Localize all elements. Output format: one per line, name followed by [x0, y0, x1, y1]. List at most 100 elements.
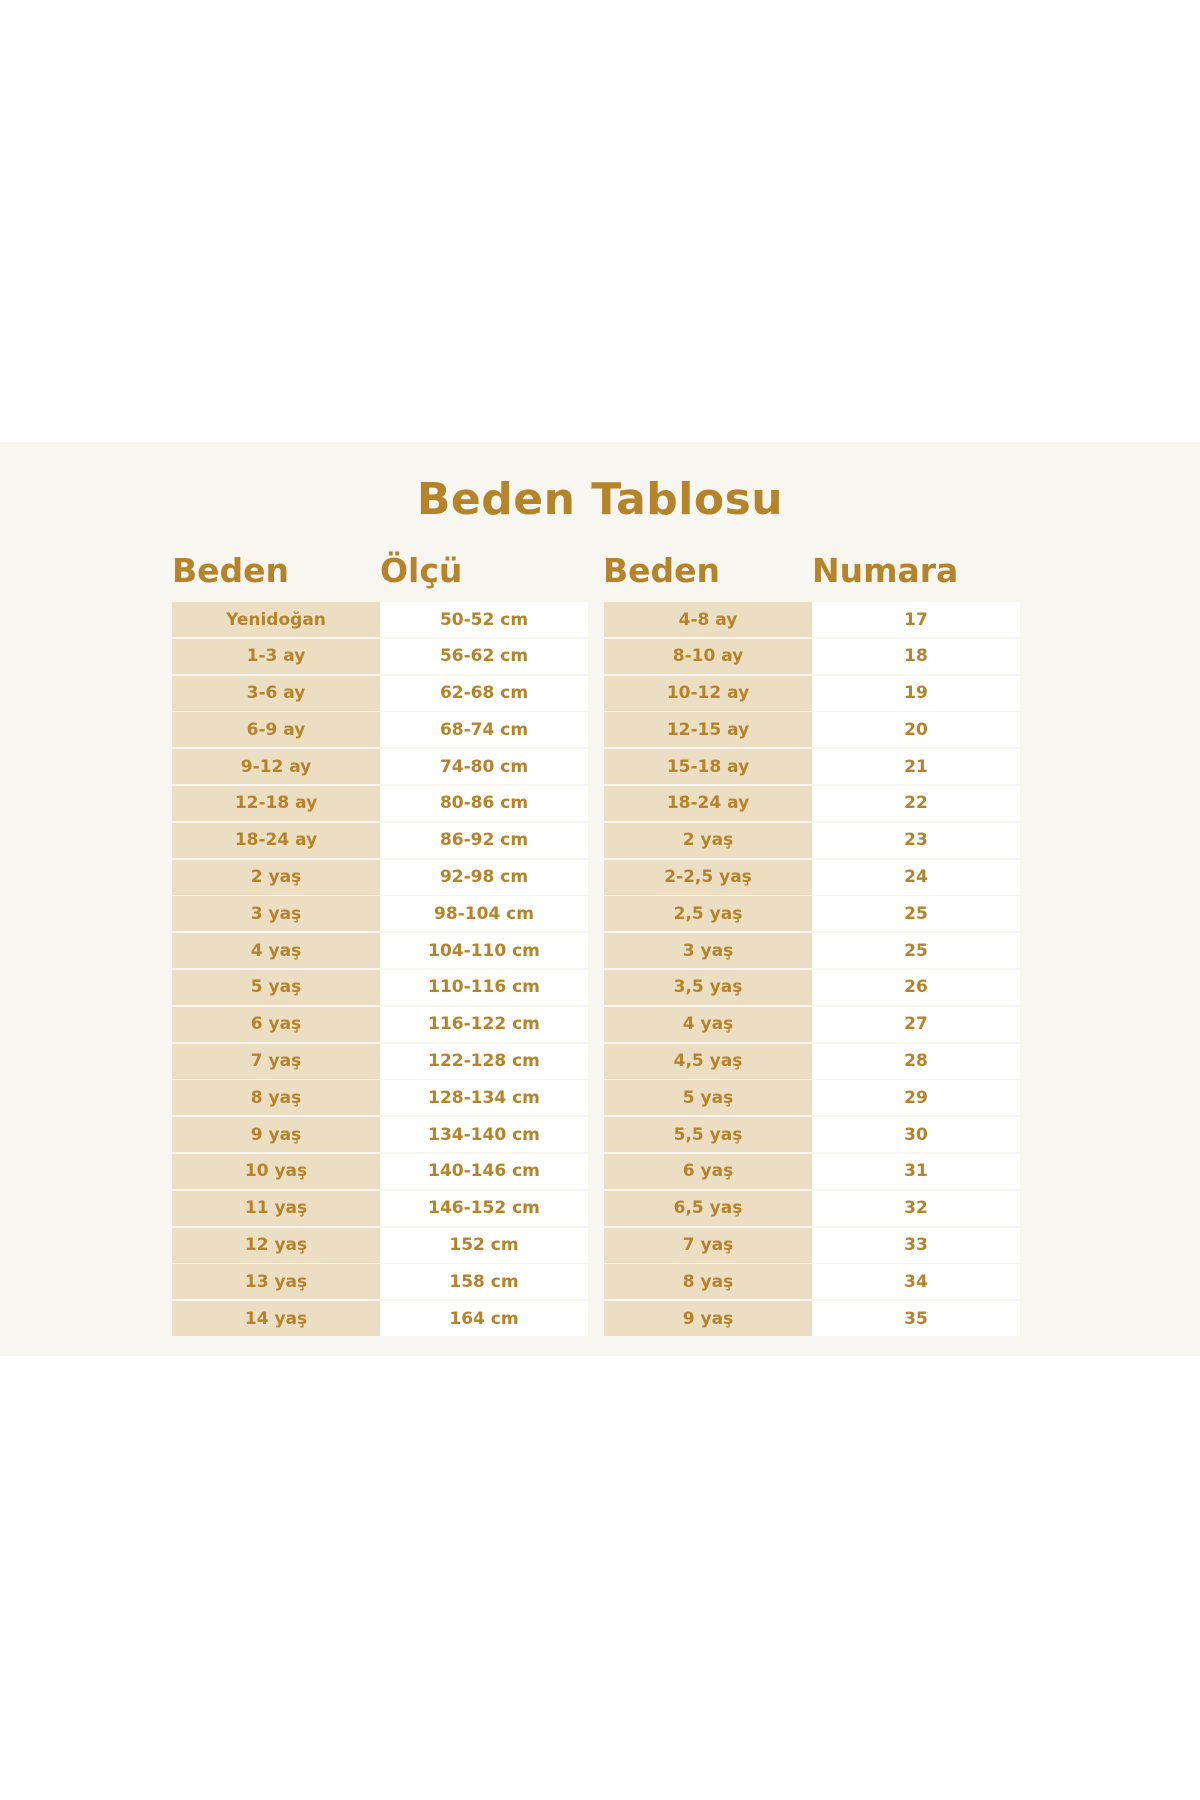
table-row: 8 yaş 128-134 cm: [172, 1080, 588, 1116]
value-cell: 62-68 cm: [380, 675, 588, 711]
value-cell: 34: [812, 1264, 1020, 1300]
value-cell: 86-92 cm: [380, 822, 588, 858]
table-row: 2,5 yaş 25: [604, 896, 1020, 932]
right-header-size: Beden: [603, 551, 721, 590]
value-cell: 50-52 cm: [380, 602, 588, 637]
size-cell: 8-10 ay: [604, 638, 812, 674]
table-row: 9 yaş 35: [604, 1301, 1020, 1337]
size-cell: 12-18 ay: [172, 785, 380, 821]
table-row: 3-6 ay 62-68 cm: [172, 675, 588, 711]
size-cell: 2 yaş: [604, 822, 812, 858]
value-cell: 158 cm: [380, 1264, 588, 1300]
table-row: 7 yaş 122-128 cm: [172, 1043, 588, 1079]
size-cell: 9-12 ay: [172, 749, 380, 785]
table-row: 6 yaş 116-122 cm: [172, 1006, 588, 1042]
value-cell: 25: [812, 933, 1020, 969]
value-cell: 128-134 cm: [380, 1080, 588, 1116]
table-row: 4-8 ay 17: [604, 602, 1020, 637]
value-cell: 25: [812, 896, 1020, 932]
size-cell: Yenidoğan: [172, 602, 380, 637]
table-row: 2-2,5 yaş 24: [604, 859, 1020, 895]
size-cell: 2,5 yaş: [604, 896, 812, 932]
size-cell: 3-6 ay: [172, 675, 380, 711]
table-row: 8-10 ay 18: [604, 638, 1020, 674]
value-cell: 29: [812, 1080, 1020, 1116]
size-cell: 13 yaş: [172, 1264, 380, 1300]
table-row: 5 yaş 29: [604, 1080, 1020, 1116]
size-cell: 3 yaş: [172, 896, 380, 932]
size-cell: 18-24 ay: [172, 822, 380, 858]
table-row: 5,5 yaş 30: [604, 1117, 1020, 1153]
table-row: 18-24 ay 22: [604, 785, 1020, 821]
table-row: 8 yaş 34: [604, 1264, 1020, 1300]
size-cell: 4 yaş: [604, 1006, 812, 1042]
size-cell: 9 yaş: [604, 1301, 812, 1337]
size-cell: 9 yaş: [172, 1117, 380, 1153]
value-cell: 146-152 cm: [380, 1190, 588, 1226]
table-row: 12 yaş 152 cm: [172, 1227, 588, 1263]
table-row: 3 yaş 98-104 cm: [172, 896, 588, 932]
clothing-size-table: Yenidoğan 50-52 cm 1-3 ay 56-62 cm 3-6 ay 62-…: [172, 602, 588, 1338]
value-cell: 30: [812, 1117, 1020, 1153]
table-row: 2 yaş 92-98 cm: [172, 859, 588, 895]
value-cell: 164 cm: [380, 1301, 588, 1337]
table-row: 3 yaş 25: [604, 933, 1020, 969]
value-cell: 32: [812, 1190, 1020, 1226]
size-cell: 4 yaş: [172, 933, 380, 969]
table-row: 15-18 ay 21: [604, 749, 1020, 785]
table-row: 5 yaş 110-116 cm: [172, 969, 588, 1005]
value-cell: 68-74 cm: [380, 712, 588, 748]
value-cell: 19: [812, 675, 1020, 711]
table-row: 4,5 yaş 28: [604, 1043, 1020, 1079]
table-row: 1-3 ay 56-62 cm: [172, 638, 588, 674]
value-cell: 21: [812, 749, 1020, 785]
size-cell: 12 yaş: [172, 1227, 380, 1263]
size-cell: 12-15 ay: [604, 712, 812, 748]
value-cell: 116-122 cm: [380, 1006, 588, 1042]
value-cell: 26: [812, 969, 1020, 1005]
table-row: 14 yaş 164 cm: [172, 1301, 588, 1337]
size-cell: 14 yaş: [172, 1301, 380, 1337]
size-cell: 10 yaş: [172, 1153, 380, 1189]
value-cell: 104-110 cm: [380, 933, 588, 969]
size-cell: 5 yaş: [604, 1080, 812, 1116]
right-header-shoe-number: Numara: [812, 551, 959, 590]
value-cell: 31: [812, 1153, 1020, 1189]
size-cell: 3 yaş: [604, 933, 812, 969]
table-row: 2 yaş 23: [604, 822, 1020, 858]
table-row: 6-9 ay 68-74 cm: [172, 712, 588, 748]
table-row: 11 yaş 146-152 cm: [172, 1190, 588, 1226]
value-cell: 28: [812, 1043, 1020, 1079]
value-cell: 17: [812, 602, 1020, 637]
value-cell: 20: [812, 712, 1020, 748]
value-cell: 140-146 cm: [380, 1153, 588, 1189]
size-cell: 1-3 ay: [172, 638, 380, 674]
value-cell: 74-80 cm: [380, 749, 588, 785]
value-cell: 56-62 cm: [380, 638, 588, 674]
left-header-measure: Ölçü: [380, 551, 463, 590]
value-cell: 80-86 cm: [380, 785, 588, 821]
value-cell: 22: [812, 785, 1020, 821]
table-row: 3,5 yaş 26: [604, 969, 1020, 1005]
size-cell: 3,5 yaş: [604, 969, 812, 1005]
table-row: 13 yaş 158 cm: [172, 1264, 588, 1300]
size-cell: 11 yaş: [172, 1190, 380, 1226]
shoe-size-table: 4-8 ay 17 8-10 ay 18 10-12 ay 19 12-15 ay 20 15-…: [604, 602, 1020, 1338]
size-cell: 7 yaş: [172, 1043, 380, 1079]
size-cell: 5,5 yaş: [604, 1117, 812, 1153]
size-cell: 10-12 ay: [604, 675, 812, 711]
table-row: Yenidoğan 50-52 cm: [172, 602, 588, 637]
value-cell: 152 cm: [380, 1227, 588, 1263]
table-row: 12-18 ay 80-86 cm: [172, 785, 588, 821]
left-header-size: Beden: [172, 551, 290, 590]
size-cell: 4,5 yaş: [604, 1043, 812, 1079]
size-cell: 6 yaş: [172, 1006, 380, 1042]
table-row: 4 yaş 27: [604, 1006, 1020, 1042]
value-cell: 23: [812, 822, 1020, 858]
table-row: 18-24 ay 86-92 cm: [172, 822, 588, 858]
value-cell: 18: [812, 638, 1020, 674]
page-title: Beden Tablosu: [416, 474, 784, 525]
size-cell: 8 yaş: [172, 1080, 380, 1116]
value-cell: 122-128 cm: [380, 1043, 588, 1079]
size-cell: 2-2,5 yaş: [604, 859, 812, 895]
